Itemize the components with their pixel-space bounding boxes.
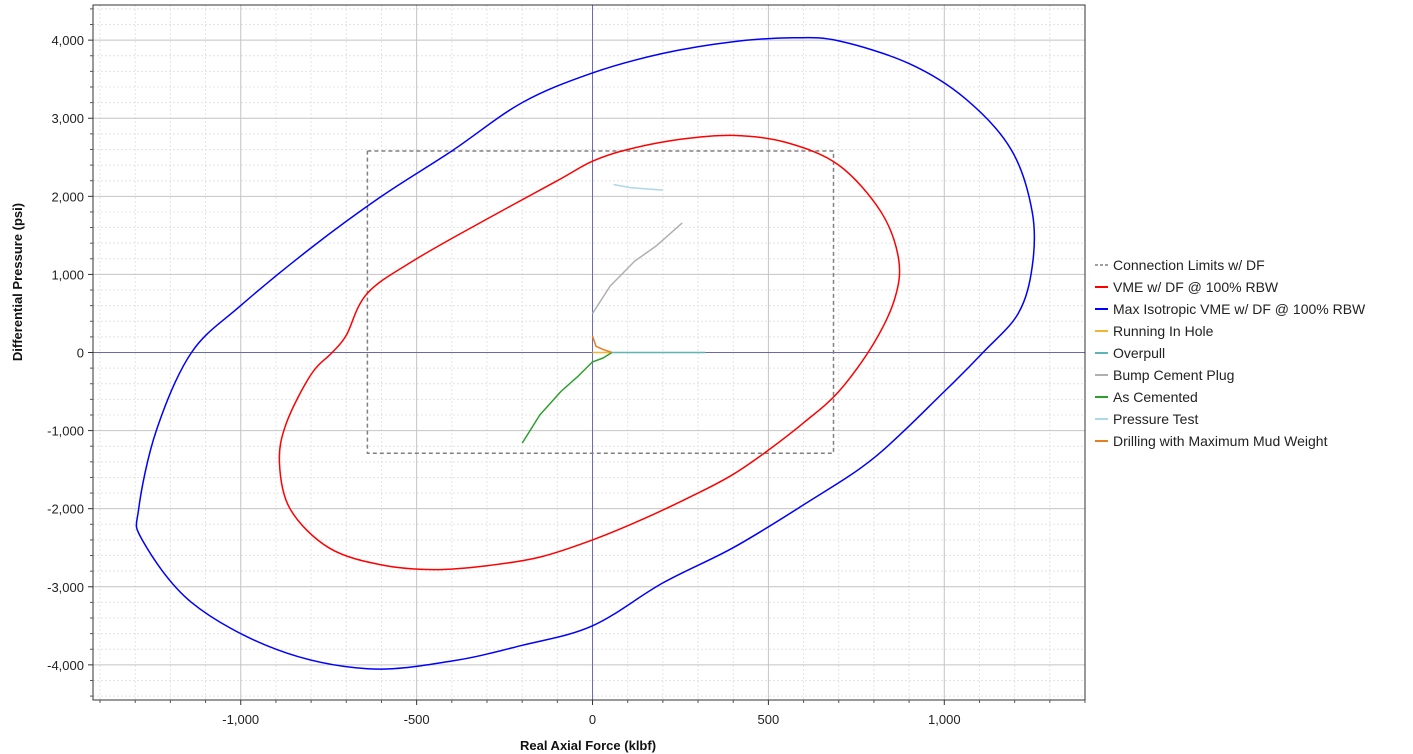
legend-label: Drilling with Maximum Mud Weight — [1113, 433, 1328, 449]
y-axis-title: Differential Pressure (psi) — [10, 203, 25, 361]
y-tick-label: 3,000 — [51, 111, 84, 126]
x-tick-label: -1,000 — [222, 712, 259, 727]
series-line-max-isotropic-vme-w-df-100-rbw — [135, 36, 1036, 670]
x-tick-label: -500 — [404, 712, 430, 727]
legend-label: VME w/ DF @ 100% RBW — [1113, 279, 1279, 295]
legend-item-drilling-with-maximum-mud-weight: Drilling with Maximum Mud Weight — [1095, 433, 1328, 449]
minor-gridlines — [93, 5, 1086, 700]
legend-item-connection-limits-w-df: Connection Limits w/ DF — [1095, 257, 1265, 273]
y-tick-label: -4,000 — [47, 658, 84, 673]
series-line-vme-w-df-100-rbw — [278, 134, 901, 571]
legend-item-running-in-hole: Running In Hole — [1095, 323, 1214, 339]
legend-item-pressure-test: Pressure Test — [1095, 411, 1198, 427]
legend: Connection Limits w/ DF VME w/ DF @ 100% … — [1095, 257, 1366, 449]
legend-label: Pressure Test — [1113, 411, 1198, 427]
series-lines — [135, 36, 1036, 670]
series-line-drilling-with-maximum-mud-weight — [591, 335, 613, 354]
x-tick-label: 1,000 — [928, 712, 961, 727]
series-line-as-cemented — [521, 351, 613, 444]
x-axis-title: Real Axial Force (klbf) — [520, 738, 656, 753]
legend-label: Connection Limits w/ DF — [1113, 257, 1265, 273]
legend-item-as-cemented: As Cemented — [1095, 389, 1198, 405]
x-tick-label: 0 — [589, 712, 596, 727]
legend-item-max-isotropic-vme-w-df-100-rbw: Max Isotropic VME w/ DF @ 100% RBW — [1095, 301, 1366, 317]
legend-item-bump-cement-plug: Bump Cement Plug — [1095, 367, 1234, 383]
y-axis-ticks: -4,000 -3,000 -2,000 -1,000 0 1,000 2,000 3,000… — [47, 8, 93, 697]
series-line-connection-limits-w-df — [366, 150, 835, 454]
legend-label: Max Isotropic VME w/ DF @ 100% RBW — [1113, 301, 1366, 317]
x-tick-label: 500 — [758, 712, 780, 727]
y-tick-label: -1,000 — [47, 424, 84, 439]
y-tick-label: 2,000 — [51, 189, 84, 204]
legend-label: Bump Cement Plug — [1113, 367, 1234, 383]
y-tick-label: -2,000 — [47, 502, 84, 517]
legend-label: Running In Hole — [1113, 323, 1214, 339]
zero-axis-lines — [93, 5, 1085, 700]
legend-label: As Cemented — [1113, 389, 1198, 405]
legend-item-overpull: Overpull — [1095, 345, 1165, 361]
y-tick-label: -3,000 — [47, 580, 84, 595]
x-axis-ticks: -1,000 -500 0 500 1,000 — [99, 700, 1086, 727]
y-tick-label: 1,000 — [51, 267, 84, 282]
series-line-bump-cement-plug — [591, 222, 683, 314]
legend-label: Overpull — [1113, 345, 1165, 361]
y-tick-label: 0 — [77, 346, 84, 361]
legend-item-vme-w-df-100-rbw: VME w/ DF @ 100% RBW — [1095, 279, 1279, 295]
y-tick-label: 4,000 — [51, 33, 84, 48]
series-line-pressure-test — [613, 183, 663, 191]
